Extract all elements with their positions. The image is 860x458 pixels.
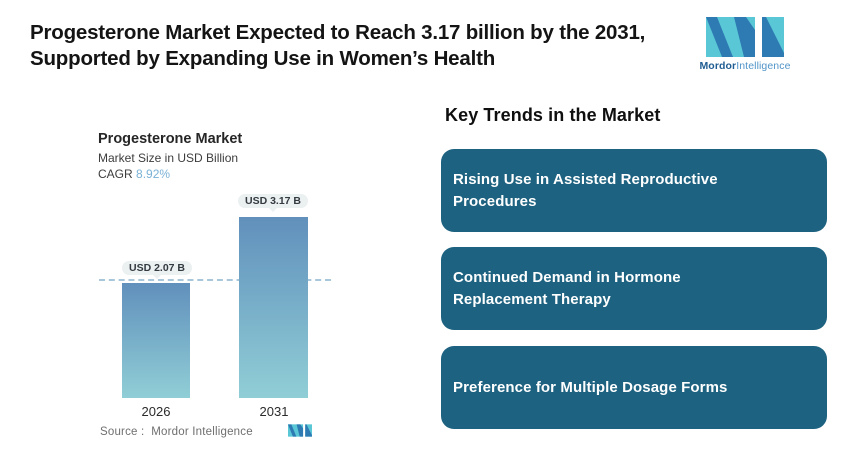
- source-logo-icon: [288, 424, 312, 442]
- logo-brand-light: Intelligence: [736, 60, 791, 72]
- reference-dashed-line: [99, 279, 331, 281]
- trend-card-hormone-replacement: Continued Demand in Hormone Replacement …: [441, 247, 827, 330]
- chart-subtitle: Market Size in USD Billion: [98, 151, 239, 165]
- x-axis-label-2031: 2031: [259, 404, 289, 419]
- trend-card-text: Preference for Multiple Dosage Forms: [453, 378, 728, 396]
- trend-card-text: Rising Use in Assisted Reproductive Proc…: [453, 170, 718, 210]
- source-attribution: Source : Mordor Intelligence: [100, 426, 253, 438]
- logo-wordmark: MordorIntelligence: [699, 60, 791, 72]
- key-trends-heading: Key Trends in the Market: [445, 105, 661, 125]
- cagr-label: CAGR: [98, 167, 137, 181]
- cagr-value: 8.92%: [136, 167, 171, 181]
- page-title: Progesterone Market Expected to Reach 3.…: [30, 21, 646, 70]
- mordor-intelligence-logo: MordorIntelligence: [699, 17, 791, 72]
- chart-title: Progesterone Market: [98, 131, 243, 147]
- logo-brand-bold: Mordor: [699, 60, 737, 72]
- trend-card-dosage-forms: Preference for Multiple Dosage Forms: [441, 346, 827, 429]
- mordor-logo-mark-icon: [706, 17, 784, 57]
- bar-value-label-2026: USD 2.07 B: [122, 261, 192, 279]
- bar-2026: [122, 283, 190, 398]
- trend-card-assisted-reproductive: Rising Use in Assisted Reproductive Proc…: [441, 149, 827, 232]
- bar-value-label-2031: USD 3.17 B: [238, 194, 308, 212]
- bar-2031: [239, 217, 308, 398]
- x-axis-label-2026: 2026: [141, 404, 171, 419]
- trend-card-text: Continued Demand in Hormone Replacement …: [453, 268, 681, 308]
- chart-cagr: CAGR 8.92%: [98, 167, 170, 181]
